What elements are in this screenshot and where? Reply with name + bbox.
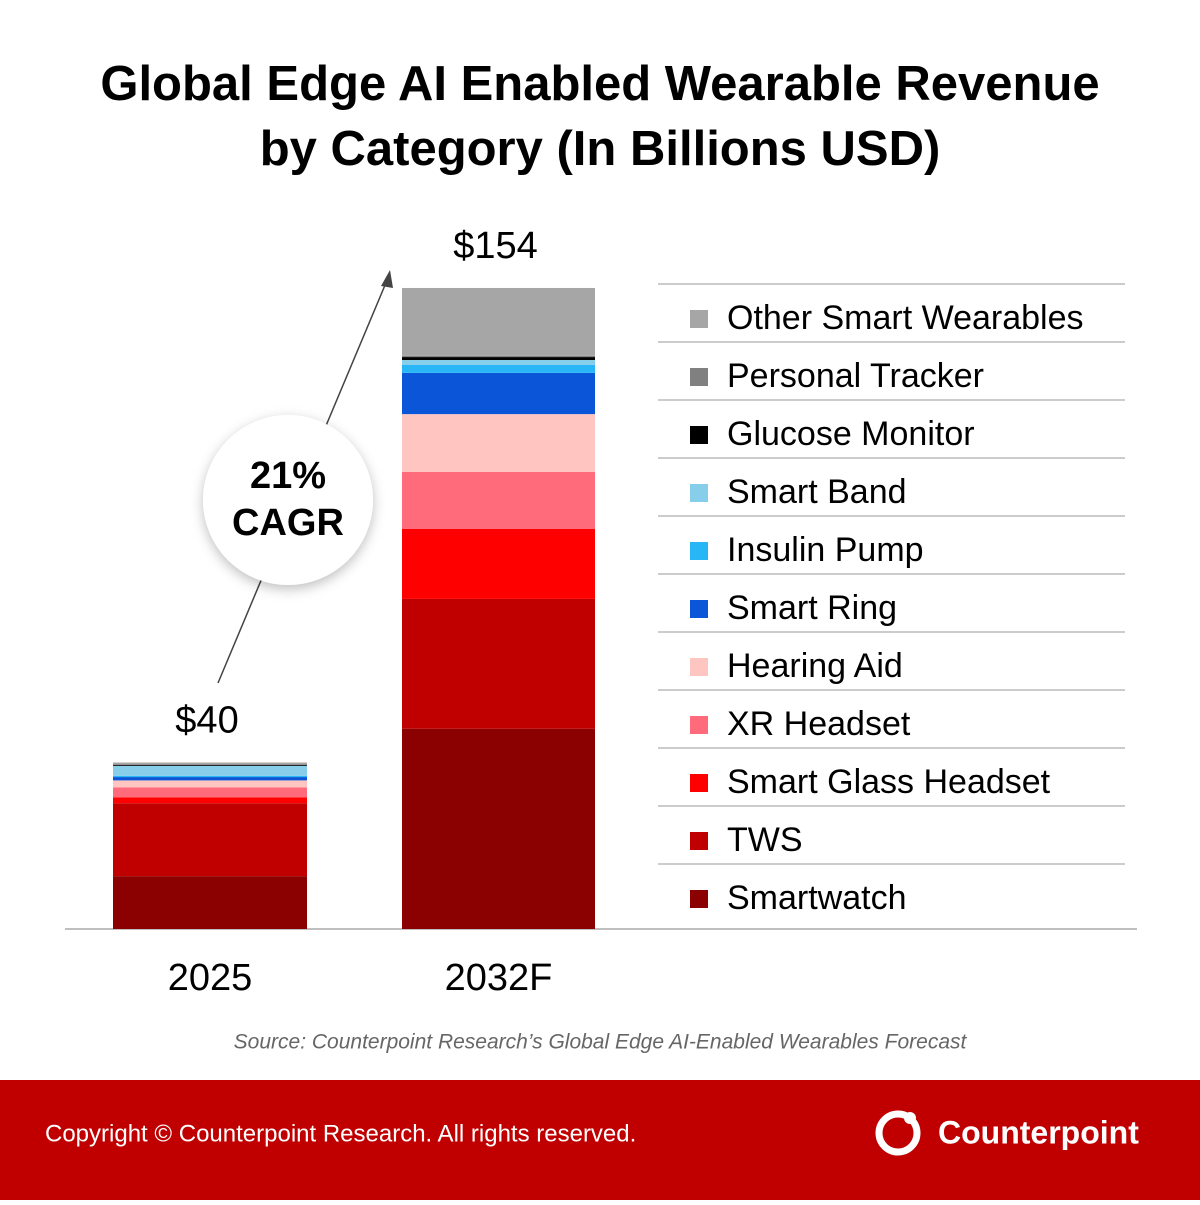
cagr-circle: [203, 415, 373, 585]
legend-swatch: [690, 658, 708, 676]
bar-segment: [113, 764, 307, 765]
legend-swatch: [690, 774, 708, 792]
bar-segment: [113, 803, 307, 877]
legend-swatch: [690, 426, 708, 444]
legend-label: Insulin Pump: [727, 531, 924, 569]
legend-label: Other Smart Wearables: [727, 299, 1084, 337]
brand: Counterpoint: [938, 1114, 1139, 1150]
chart-title: Global Edge AI Enabled Wearable Revenue: [100, 57, 1099, 111]
cagr-text: CAGR: [232, 502, 344, 544]
bar-segment: [402, 364, 595, 373]
legend-label: Smartwatch: [727, 879, 907, 917]
total-label: $154: [453, 225, 538, 267]
chart-title: by Category (In Billions USD): [260, 122, 941, 176]
legend-swatch: [690, 310, 708, 328]
legend-label: Hearing Aid: [727, 647, 903, 685]
source: Source: Counterpoint Research’s Global E…: [234, 1031, 968, 1054]
bar-segment: [402, 355, 595, 358]
legend-swatch: [690, 600, 708, 618]
x-tick-label: 2032F: [445, 957, 553, 999]
legend-label: Smart Ring: [727, 589, 897, 627]
bar-segment: [113, 765, 307, 776]
total-label: $40: [175, 700, 238, 742]
bar-segment: [113, 762, 307, 765]
bar-segment: [113, 764, 307, 766]
bar-segment: [113, 780, 307, 788]
legend-swatch: [690, 716, 708, 734]
bar-segment: [402, 728, 595, 929]
legend-label: Glucose Monitor: [727, 415, 975, 453]
legend-swatch: [690, 542, 708, 560]
bar-segment: [402, 357, 595, 360]
bar-segment: [402, 414, 595, 472]
legend-label: TWS: [727, 821, 803, 859]
cagr-text: 21%: [250, 455, 326, 497]
bar-segment: [402, 598, 595, 729]
x-tick-label: 2025: [168, 957, 253, 999]
bar-segment: [113, 777, 307, 781]
bar-segment: [113, 787, 307, 798]
bar-segment: [402, 372, 595, 415]
logo-dot: [904, 1112, 916, 1124]
legend-label: XR Headset: [727, 705, 911, 743]
bar-segment: [113, 797, 307, 804]
legend-swatch: [690, 484, 708, 502]
bar-segment: [402, 528, 595, 599]
legend-label: Smart Glass Headset: [727, 763, 1051, 801]
legend-swatch: [690, 368, 708, 386]
bar-segment: [113, 876, 307, 929]
legend-label: Smart Band: [727, 473, 907, 511]
legend-label: Personal Tracker: [727, 357, 984, 395]
bar-segment: [402, 287, 595, 356]
legend-swatch: [690, 832, 708, 850]
footer-band: [0, 1080, 1200, 1200]
bar-segment: [402, 359, 595, 365]
copyright: Copyright © Counterpoint Research. All r…: [45, 1120, 636, 1147]
arrow-head: [381, 270, 393, 288]
legend-swatch: [690, 890, 708, 908]
bar-segment: [402, 471, 595, 529]
bar-segment: [113, 775, 307, 778]
logo-icon: [875, 1110, 921, 1156]
